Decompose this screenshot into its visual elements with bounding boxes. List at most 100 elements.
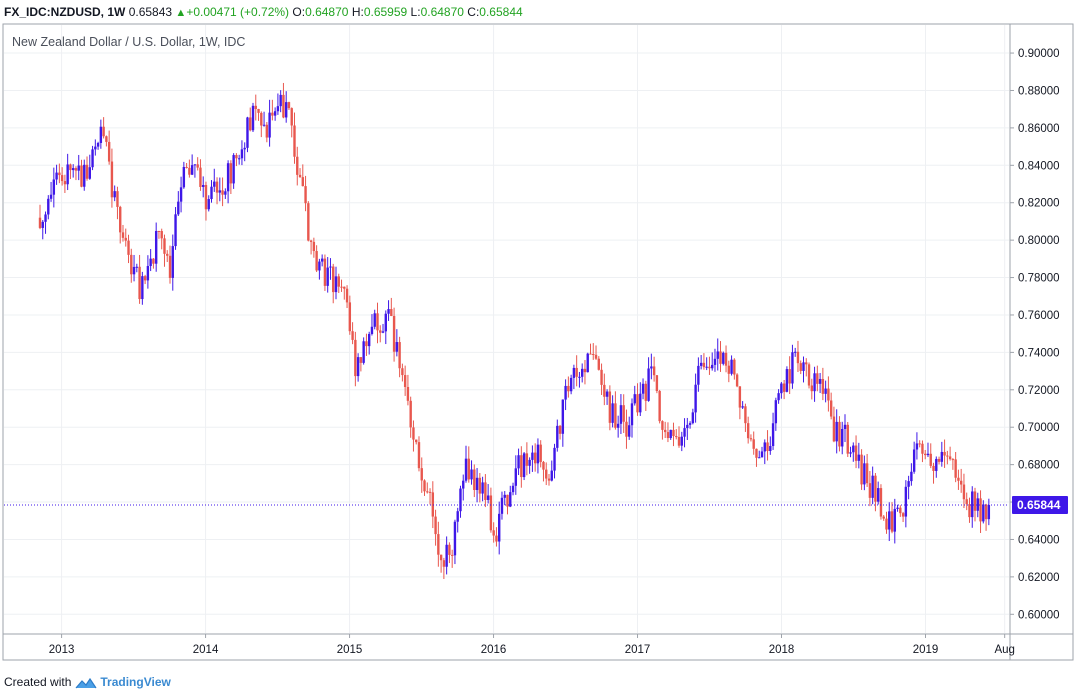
candle-body [652, 366, 656, 376]
high-value: 0.65959 [363, 5, 408, 19]
candle-body [860, 454, 863, 485]
candle-body [708, 366, 711, 369]
candle-body [971, 491, 974, 518]
candle-body [309, 240, 313, 242]
candle-body [852, 445, 855, 453]
candle-body [564, 385, 567, 400]
candle-body [367, 333, 371, 347]
candle-body [929, 453, 932, 466]
candle-body [387, 309, 390, 314]
candle-body [41, 221, 44, 228]
candle-body [948, 456, 952, 460]
candle-body [96, 142, 100, 147]
candle-body [343, 286, 346, 289]
candle-body [943, 451, 946, 456]
last-price-tag-label: 0.65844 [1017, 498, 1061, 512]
candle-body [760, 451, 764, 458]
candle-body [138, 266, 141, 300]
candle-body [58, 172, 61, 176]
candle-body [130, 254, 133, 275]
candle-body [785, 369, 789, 392]
candle-body [666, 432, 670, 439]
candle-body [448, 544, 451, 555]
candle-body [691, 412, 695, 424]
candle-body [207, 199, 210, 210]
candle-body [600, 369, 603, 385]
candle-body [713, 358, 717, 365]
candle-body [888, 511, 891, 530]
candle-body [511, 485, 515, 493]
candle-body [337, 276, 340, 287]
candle-body [669, 429, 672, 439]
x-tick-label: 2017 [625, 644, 651, 656]
candle-body [47, 198, 50, 215]
candle-body [462, 480, 465, 489]
candle-body [188, 167, 191, 175]
candle-body [166, 253, 169, 256]
candle-body [492, 530, 495, 536]
created-with-label: Created with [4, 675, 72, 689]
candle-body [810, 385, 813, 392]
x-tick-label: Aug [994, 644, 1014, 656]
candle-body [517, 455, 520, 469]
candle-body [506, 494, 509, 507]
symbol-label[interactable]: FX_IDC:NZDUSD, 1W [4, 5, 126, 19]
candle-body [835, 421, 838, 442]
candle-body [755, 448, 758, 458]
candle-body [702, 362, 706, 368]
candle-body [522, 453, 526, 478]
candle-body [124, 237, 127, 241]
candle-body [616, 423, 620, 428]
x-tick-label: 2014 [193, 644, 219, 656]
candle-body [749, 438, 753, 440]
candle-body [268, 112, 271, 138]
candles-layer [38, 82, 991, 580]
candle-body [932, 465, 935, 471]
candle-body [160, 231, 163, 239]
candle-body [556, 425, 559, 448]
candle-body [481, 482, 484, 494]
candle-body [193, 164, 197, 166]
candle-body [951, 459, 955, 461]
y-tick-label: 0.84000 [1018, 160, 1060, 172]
y-tick-label: 0.88000 [1018, 85, 1060, 97]
candle-body [586, 353, 589, 373]
y-tick-label: 0.64000 [1018, 534, 1060, 546]
candle-body [921, 443, 924, 454]
candle-body [365, 341, 368, 347]
candle-body [647, 368, 650, 401]
x-tick-label: 2015 [337, 644, 363, 656]
candle-body [816, 373, 819, 384]
candle-body [91, 149, 94, 168]
candle-body [575, 367, 578, 377]
candle-body [619, 405, 623, 424]
candle-body [456, 511, 459, 522]
candle-body [113, 191, 116, 198]
low-label: L: [410, 5, 421, 19]
candle-body [583, 368, 587, 373]
candle-body [398, 342, 401, 369]
candle-body [370, 326, 374, 334]
close-label: C: [467, 5, 480, 19]
candle-body [935, 458, 938, 471]
tradingview-brand[interactable]: TradingView [100, 675, 171, 689]
candle-body [94, 146, 97, 150]
x-tick-label: 2016 [481, 644, 507, 656]
candle-body [110, 161, 114, 198]
candle-body [340, 286, 343, 288]
y-tick-label: 0.86000 [1018, 123, 1060, 135]
candle-body [968, 504, 971, 518]
chart-legend-header: FX_IDC:NZDUSD, 1W 0.65843 ▲+0.00471 (+0.… [4, 2, 523, 22]
candle-body [473, 469, 476, 491]
y-tick-label: 0.76000 [1018, 310, 1060, 322]
candle-body [431, 492, 435, 517]
candle-body [758, 457, 761, 459]
candle-body [794, 351, 797, 353]
candle-body [926, 453, 930, 456]
candle-body [741, 406, 744, 408]
candle-body [403, 375, 407, 387]
candle-body [896, 507, 899, 509]
last-price-value: 0.65843 [128, 5, 173, 19]
candle-body [107, 141, 111, 162]
